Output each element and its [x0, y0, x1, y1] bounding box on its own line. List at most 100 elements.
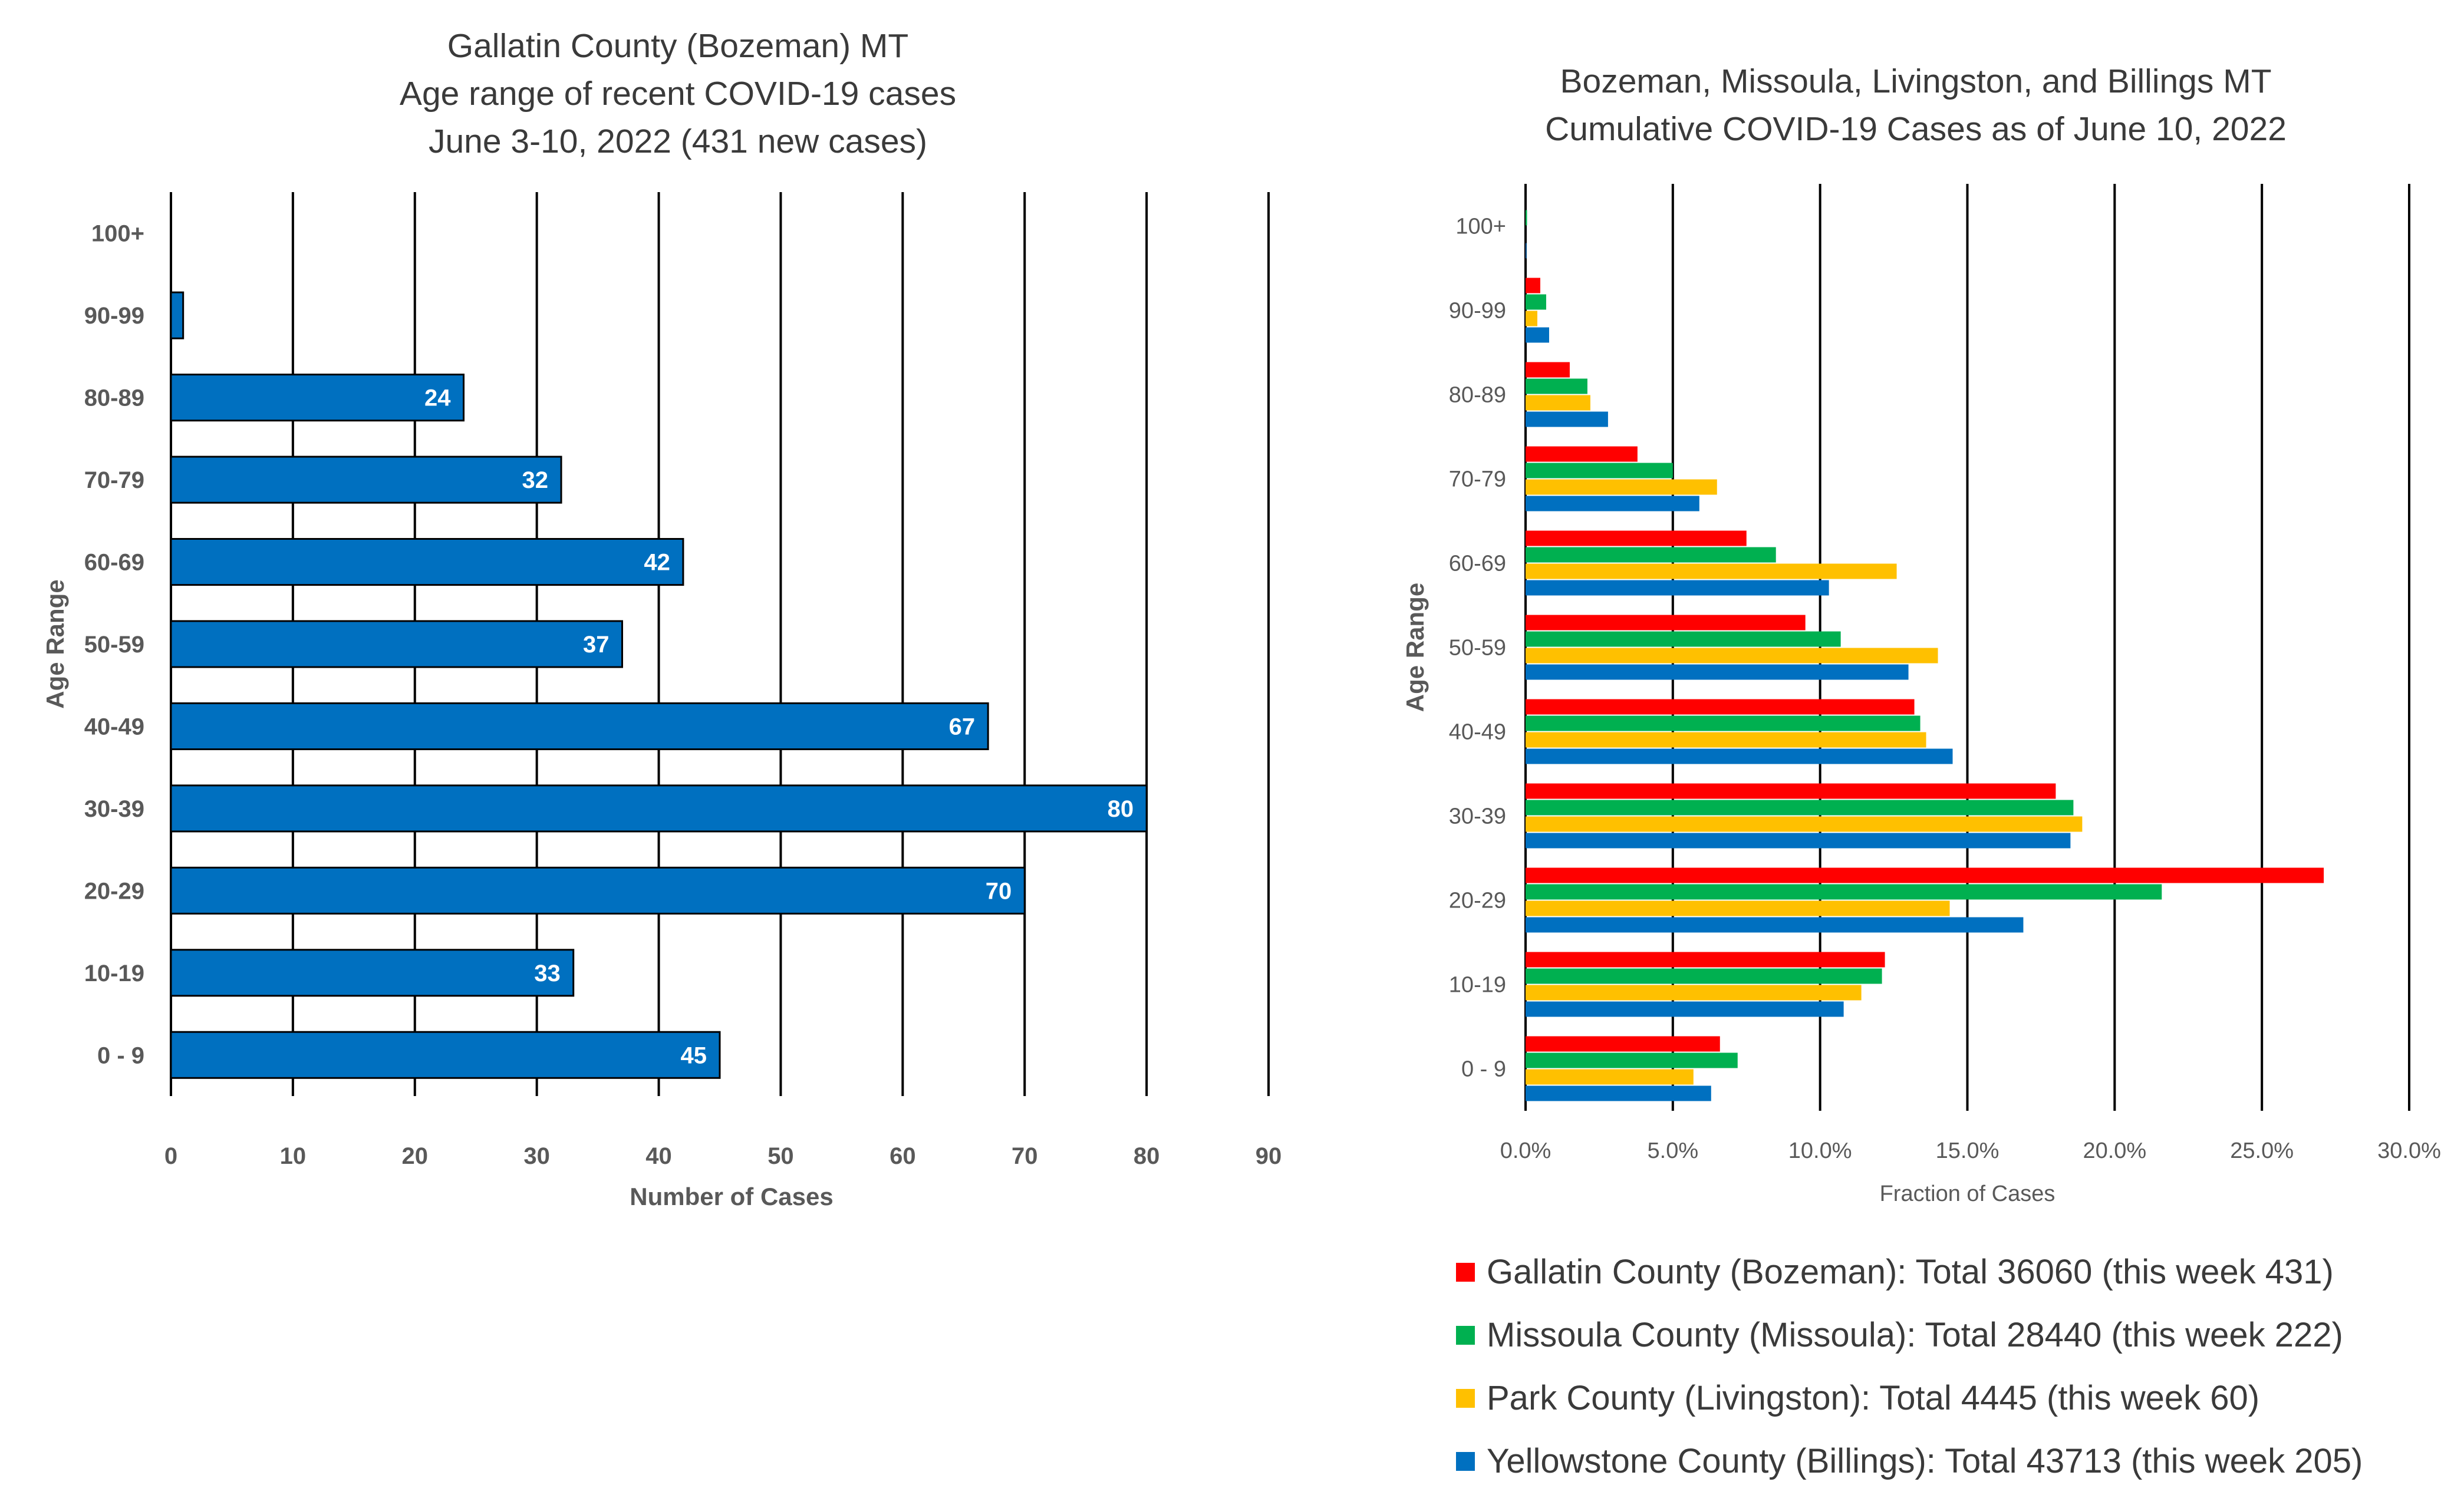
chart-title: Gallatin County (Bozeman) MT Age range o…	[383, 22, 973, 166]
x-tick-label: 90	[1256, 1143, 1282, 1169]
data-label: 24	[424, 385, 451, 411]
x-tick-label: 5.0%	[1648, 1138, 1699, 1163]
y-tick-label: 20-29	[1449, 889, 1506, 913]
data-label: 67	[949, 714, 976, 740]
bar-gallatin	[1526, 867, 2324, 883]
data-label: 33	[534, 961, 561, 986]
data-label: 80	[1108, 796, 1134, 822]
y-tick-label: 10-19	[84, 961, 144, 986]
y-tick-label: 10-19	[1449, 973, 1506, 998]
bar	[170, 949, 575, 997]
y-tick-label: 30-39	[84, 796, 144, 822]
bar	[170, 784, 1148, 833]
bar-missoula	[1526, 210, 1527, 226]
bar-gallatin	[1526, 699, 1915, 715]
y-tick-label: 20-29	[84, 878, 144, 904]
legend-label: Yellowstone County (Billings): Total 437…	[1487, 1442, 2363, 1480]
chart-title: Bozeman, Missoula, Livingston, and Billi…	[1415, 58, 2417, 153]
x-tick-label: 15.0%	[1936, 1138, 1999, 1163]
bar-park	[1526, 311, 1537, 326]
data-label: 45	[681, 1042, 707, 1068]
legend: Gallatin County (Bozeman): Total 36060 (…	[1456, 1240, 2363, 1493]
bar-missoula	[1526, 884, 2162, 900]
bar-park	[1526, 563, 1897, 579]
data-label: 32	[522, 467, 549, 493]
chart-right-plot: 0.0% 5.0% 10.0% 15.0% 20.0% 25.0% 30.0% 0 - 9 10…	[1401, 184, 2441, 1206]
y-tick-label: 100+	[91, 221, 144, 247]
bar-missoula	[1526, 715, 1921, 731]
bar-gallatin	[1526, 278, 1540, 293]
y-tick-label: 60-69	[1449, 552, 1506, 576]
x-tick-label: 50	[767, 1143, 794, 1169]
y-tick-label: 80-89	[84, 385, 144, 411]
chart-left-plot: 0 10 20 30 40 50 60 70 80 90 0 - 9 45 10-19 33 20-29 70…	[41, 192, 1282, 1210]
legend-item-missoula: Missoula County (Missoula): Total 28440 …	[1456, 1303, 2363, 1367]
y-tick-label: 80-89	[1449, 383, 1506, 408]
bar	[170, 456, 562, 504]
y-tick-label: 70-79	[84, 467, 144, 493]
bar	[170, 1031, 721, 1079]
x-tick-label: 30.0%	[2377, 1138, 2441, 1163]
y-axis-title: Age Range	[1401, 583, 1429, 712]
bar-gallatin	[1526, 783, 2056, 799]
bar-park	[1526, 648, 1938, 664]
x-tick-label: 20	[402, 1143, 429, 1169]
legend-label: Gallatin County (Bozeman): Total 36060 (…	[1487, 1253, 2334, 1291]
legend-item-gallatin: Gallatin County (Bozeman): Total 36060 (…	[1456, 1240, 2363, 1303]
legend-swatch-yellowstone	[1456, 1451, 1475, 1471]
bar	[170, 866, 1026, 915]
bar-yellowstone	[1526, 917, 2024, 933]
legend-item-yellowstone: Yellowstone County (Billings): Total 437…	[1456, 1430, 2363, 1493]
legend-label: Missoula County (Missoula): Total 28440 …	[1487, 1316, 2343, 1354]
x-tick-label: 70	[1012, 1143, 1038, 1169]
chart-title-line-2: Cumulative COVID-19 Cases as of June 10,…	[1545, 110, 2287, 148]
y-tick-label: 90-99	[84, 303, 144, 329]
bar-gallatin	[1526, 615, 1806, 631]
x-axis-title: Number of Cases	[630, 1183, 833, 1210]
x-tick-label: 40	[645, 1143, 672, 1169]
y-tick-label: 30-39	[1449, 804, 1506, 829]
bar-yellowstone	[1526, 411, 1608, 427]
bar-gallatin	[1526, 446, 1638, 462]
y-tick-label: 60-69	[84, 550, 144, 576]
x-tick-label: 30	[523, 1143, 550, 1169]
x-tick-label: 0.0%	[1500, 1138, 1551, 1163]
y-tick-label: 100+	[1455, 214, 1506, 239]
y-tick-label: 40-49	[84, 714, 144, 740]
bar-yellowstone	[1526, 1001, 1844, 1017]
y-tick-label: 40-49	[1449, 720, 1506, 745]
bar-park	[1526, 1069, 1694, 1085]
y-tick-label: 0 - 9	[97, 1042, 144, 1068]
x-tick-label: 80	[1134, 1143, 1160, 1169]
chart-title-line-1: Bozeman, Missoula, Livingston, and Billi…	[1560, 62, 2272, 100]
bar-yellowstone	[1526, 580, 1829, 596]
y-tick-label: 0 - 9	[1461, 1057, 1506, 1082]
bar-yellowstone	[1526, 664, 1909, 680]
bar-missoula	[1526, 378, 1587, 394]
bar	[170, 537, 684, 586]
x-axis-title: Fraction of Cases	[1880, 1182, 2055, 1206]
bar-missoula	[1526, 800, 2074, 816]
legend-item-park: Park County (Livingston): Total 4445 (th…	[1456, 1367, 2363, 1430]
bar-missoula	[1526, 1052, 1738, 1068]
cumulative-fraction-bar-chart: Bozeman, Missoula, Livingston, and Billi…	[1356, 0, 2464, 1495]
data-label: 37	[583, 632, 610, 658]
y-tick-label: 90-99	[1449, 299, 1506, 324]
y-tick-label: 70-79	[1449, 467, 1506, 492]
bar-park	[1526, 816, 2083, 832]
data-label: 70	[986, 878, 1012, 904]
chart-title-line-3: June 3-10, 2022 (431 new cases)	[428, 123, 928, 160]
bar-gallatin	[1526, 1036, 1720, 1052]
bar-yellowstone	[1526, 496, 1699, 511]
age-range-bar-chart-gallatin: Gallatin County (Bozeman) MT Age range o…	[41, 22, 1282, 1210]
bar-missoula	[1526, 294, 1546, 310]
bar	[170, 291, 185, 339]
bar	[170, 374, 465, 422]
bar-gallatin	[1526, 530, 1747, 546]
bar	[170, 702, 989, 751]
x-tick-label: 60	[890, 1143, 916, 1169]
data-label: 42	[644, 550, 670, 576]
bar-missoula	[1526, 463, 1673, 478]
x-tick-label: 0	[164, 1143, 177, 1169]
bar-yellowstone	[1526, 833, 2071, 849]
